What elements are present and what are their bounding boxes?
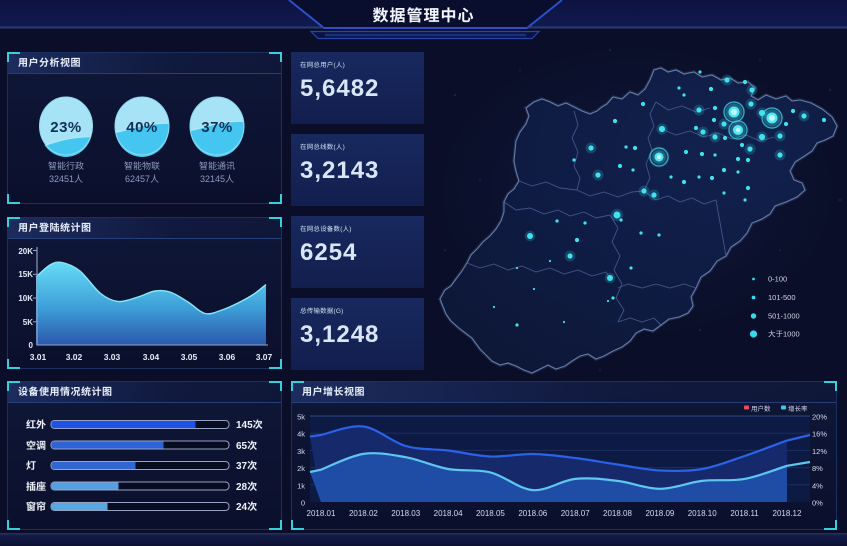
svg-text:2018.11: 2018.11: [730, 509, 759, 518]
svg-text:2k: 2k: [297, 464, 305, 473]
svg-text:2018.05: 2018.05: [476, 509, 505, 518]
svg-text:空调: 空调: [26, 440, 46, 452]
svg-text:0-100: 0-100: [768, 275, 787, 284]
svg-text:28次: 28次: [236, 481, 257, 493]
svg-text:大于1000: 大于1000: [768, 330, 800, 339]
svg-text:23%: 23%: [50, 119, 82, 136]
svg-text:37%: 37%: [201, 119, 233, 136]
svg-text:5K: 5K: [23, 318, 33, 327]
svg-text:3.05: 3.05: [181, 352, 198, 362]
svg-text:62457人: 62457人: [125, 174, 159, 184]
svg-text:2018.07: 2018.07: [561, 509, 590, 518]
svg-text:3.06: 3.06: [219, 352, 236, 362]
svg-text:0: 0: [301, 499, 305, 508]
svg-text:0: 0: [29, 341, 34, 350]
svg-text:0%: 0%: [812, 499, 823, 508]
svg-text:2018.01: 2018.01: [307, 509, 336, 518]
svg-text:3.02: 3.02: [66, 352, 83, 362]
svg-text:145次: 145次: [236, 419, 263, 431]
svg-text:10K: 10K: [18, 294, 33, 303]
svg-text:窗帘: 窗帘: [26, 501, 46, 513]
svg-text:2018.02: 2018.02: [349, 509, 378, 518]
svg-text:2018.12: 2018.12: [773, 509, 802, 518]
svg-text:2018.10: 2018.10: [688, 509, 717, 518]
svg-text:12%: 12%: [812, 447, 827, 456]
svg-text:32451人: 32451人: [49, 174, 83, 184]
svg-text:智能物联: 智能物联: [124, 161, 160, 171]
svg-text:20%: 20%: [812, 413, 827, 422]
svg-text:5k: 5k: [297, 413, 305, 422]
svg-text:2018.04: 2018.04: [434, 509, 463, 518]
svg-text:501-1000: 501-1000: [768, 312, 800, 321]
svg-text:24次: 24次: [236, 501, 257, 513]
svg-text:20K: 20K: [18, 247, 33, 256]
svg-text:8%: 8%: [812, 464, 823, 473]
svg-text:灯: 灯: [26, 460, 36, 472]
svg-text:3.03: 3.03: [104, 352, 121, 362]
svg-text:4k: 4k: [297, 430, 305, 439]
svg-text:1k: 1k: [297, 481, 305, 490]
svg-text:智能行政: 智能行政: [48, 161, 84, 171]
svg-text:65次: 65次: [236, 440, 257, 452]
svg-text:16%: 16%: [812, 430, 827, 439]
svg-text:15K: 15K: [18, 270, 33, 279]
svg-text:红外: 红外: [26, 419, 46, 431]
svg-text:4%: 4%: [812, 481, 823, 490]
svg-text:101-500: 101-500: [768, 293, 796, 302]
svg-text:32145人: 32145人: [200, 174, 234, 184]
svg-text:智能通讯: 智能通讯: [199, 161, 235, 171]
svg-text:3.01: 3.01: [30, 352, 47, 362]
svg-text:用户数: 用户数: [751, 405, 771, 413]
svg-text:2018.03: 2018.03: [391, 509, 420, 518]
svg-text:3.07: 3.07: [256, 352, 273, 362]
svg-text:2018.06: 2018.06: [518, 509, 547, 518]
svg-text:插座: 插座: [26, 481, 46, 493]
svg-text:3k: 3k: [297, 447, 305, 456]
svg-text:2018.08: 2018.08: [603, 509, 632, 518]
svg-text:40%: 40%: [126, 119, 158, 136]
svg-text:2018.09: 2018.09: [645, 509, 674, 518]
svg-text:3.04: 3.04: [143, 352, 160, 362]
svg-text:增长率: 增长率: [788, 405, 808, 413]
svg-text:37次: 37次: [236, 460, 257, 472]
